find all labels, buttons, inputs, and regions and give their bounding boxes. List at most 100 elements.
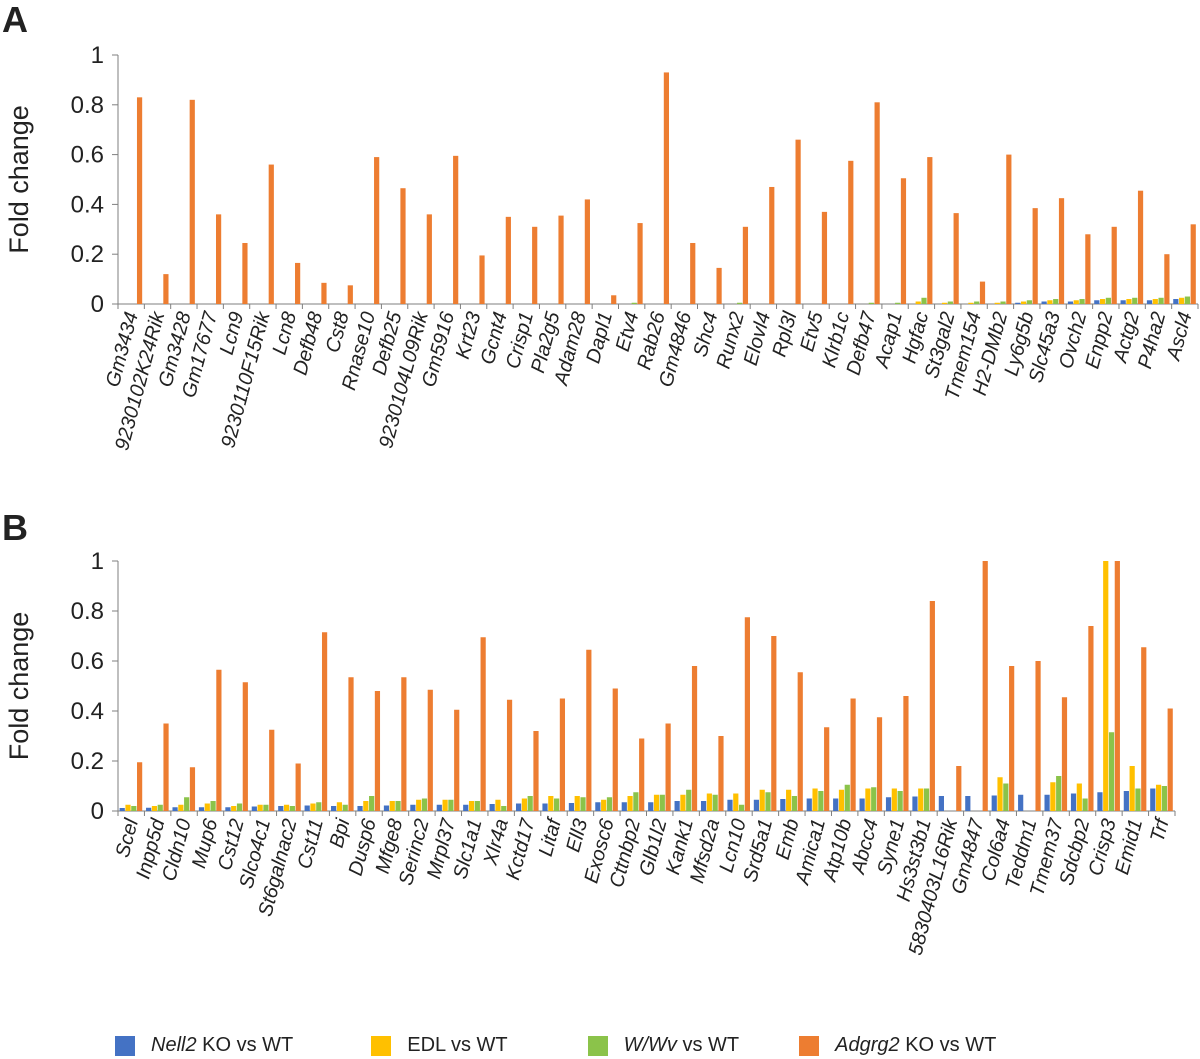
bar-adgrg2-st6galnac2 [295, 763, 301, 811]
y-tick-label: 0.2 [71, 241, 104, 268]
bar-adgrg2-gm3428 [189, 99, 195, 304]
bar-nell2-amica1 [806, 798, 812, 811]
bar-wwv-amica1 [818, 791, 824, 811]
y-tick-label: 1 [91, 42, 104, 69]
bar-adgrg2-shc4 [716, 267, 722, 304]
bar-adgrg2-cldn10 [189, 767, 196, 811]
bar-wwv-ascl4 [1184, 296, 1191, 304]
bar-edl-srd5a1 [759, 789, 765, 811]
legend-item-edl: EDL vs WT [371, 1034, 508, 1057]
bar-adgrg2-crisp1 [532, 226, 538, 304]
bar-adgrg2-lcn10 [744, 617, 750, 811]
legend-item-adgrg2: Adgrg2 KO vs WT [799, 1034, 996, 1057]
bar-nell2-cst11 [304, 805, 310, 811]
bar-adgrg2-cttnbp2 [639, 738, 645, 811]
bar-nell2-inpp5d [146, 807, 152, 811]
bar-adgrg2-defb25 [400, 188, 406, 304]
legend: Nell2 KO vs WT EDL vs WT W/Wv vs WT Adgr… [115, 1034, 1058, 1057]
bar-edl-atp10b [838, 789, 845, 811]
bar-edl-cldn10 [178, 804, 184, 811]
bar-edl-emb [786, 789, 792, 811]
bar-wwv-scel [131, 806, 137, 811]
bar-adgrg2-cst12 [242, 682, 248, 811]
bar-edl-mup6 [204, 803, 210, 811]
bar-adgrg2-crisp3 [1114, 561, 1120, 811]
bar-adgrg2-9230110f15rik [268, 164, 274, 304]
bar-nell2-abcc4 [859, 798, 865, 811]
bar-adgrg2-kctd17 [533, 731, 539, 811]
bar-nell2-serinc2 [410, 804, 416, 811]
bar-adgrg2-9230102k24rik [163, 274, 169, 304]
bar-wwv-exosc6 [606, 797, 613, 811]
bar-edl-glb1l2 [653, 794, 660, 811]
bar-edl-h2-dmb2 [994, 302, 1000, 304]
bar-adgrg2-ascl4 [1190, 224, 1196, 304]
bar-nell2-col6a4 [991, 795, 997, 811]
legend-item-wwv: W/Wv vs WT [587, 1034, 739, 1057]
bar-nell2-5830403l16rik [938, 796, 944, 811]
bar-wwv-emid1 [1135, 788, 1141, 811]
y-tick-label: 0.8 [71, 92, 104, 119]
bar-nell2-srd5a1 [753, 799, 760, 811]
bar-edl-mfge8 [389, 801, 395, 811]
bar-edl-sdcbp2 [1076, 783, 1082, 811]
bar-edl-dusp6 [363, 801, 369, 811]
bar-wwv-tmem37 [1056, 776, 1062, 811]
bar-wwv-litaf [554, 798, 560, 811]
x-tick-label: Ell3 [562, 817, 592, 855]
bar-nell2-bpi [331, 806, 337, 811]
bar-wwv-etv4 [631, 302, 637, 304]
bar-adgrg2-syne1 [903, 696, 909, 811]
bar-adgrg2-rnase10 [374, 157, 380, 304]
bar-adgrg2-amica1 [824, 727, 830, 811]
bar-adgrg2-gm17677 [215, 214, 222, 304]
bar-edl-mfsd2a [706, 793, 712, 811]
bar-edl-syne1 [891, 788, 897, 811]
bar-wwv-cttnbp2 [633, 792, 639, 811]
bar-adgrg2-adam28 [584, 199, 590, 304]
bar-nell2-glb1l2 [648, 802, 654, 811]
bar-edl-p4ha2 [1152, 299, 1158, 304]
bar-adgrg2-krt23 [479, 255, 485, 304]
bar-nell2-emid1 [1123, 791, 1129, 811]
legend-swatch-nell2 [115, 1035, 135, 1056]
bar-nell2-kank1 [674, 801, 680, 811]
bar-adgrg2-rab26 [663, 72, 669, 305]
bar-nell2-ly6g5b [1015, 302, 1021, 304]
bar-wwv-tmem154 [974, 301, 980, 304]
panel-label-a: A [2, 0, 28, 40]
bar-edl-hs3st3b1 [918, 788, 924, 811]
bar-edl-col6a4 [997, 777, 1003, 811]
x-tick-label: Trf [1146, 814, 1174, 844]
bar-adgrg2-litaf [559, 698, 566, 811]
legend-label-nell2: Nell2 KO vs WT [151, 1034, 294, 1056]
bar-edl-emid1 [1129, 766, 1135, 811]
bar-nell2-mfge8 [383, 805, 390, 811]
y-tick-label: 0.6 [71, 648, 104, 675]
bar-wwv-crisp3 [1108, 732, 1115, 811]
bar-adgrg2-sdcbp2 [1088, 626, 1094, 811]
bar-wwv-slc1a1 [474, 801, 480, 811]
bar-wwv-trf [1161, 786, 1167, 811]
bar-edl-exosc6 [601, 799, 607, 811]
bar-wwv-syne1 [897, 791, 903, 811]
bar-wwv-ovch2 [1079, 299, 1085, 304]
bar-nell2-dusp6 [357, 806, 363, 811]
bar-edl-tmem37 [1050, 782, 1056, 811]
bar-nell2-exosc6 [595, 802, 601, 811]
bar-adgrg2-etv4 [637, 223, 643, 304]
bar-adgrg2-5830403l16rik [956, 766, 962, 811]
bar-adgrg2-gcnt4 [505, 216, 511, 304]
bar-wwv-cst11 [316, 802, 322, 811]
bar-nell2-mup6 [198, 807, 205, 811]
bar-adgrg2-col6a4 [1009, 666, 1015, 811]
bar-wwv-mup6 [210, 801, 216, 811]
bar-adgrg2-mrpl37 [454, 709, 460, 811]
bar-edl-ovch2 [1073, 300, 1079, 304]
bar-adgrg2-slc45a3 [1058, 198, 1065, 304]
bar-nell2-xlr4a [489, 804, 495, 811]
bar-adgrg2-scel [137, 762, 143, 811]
bar-nell2-enpp2 [1094, 300, 1100, 304]
bar-edl-ascl4 [1179, 297, 1185, 304]
